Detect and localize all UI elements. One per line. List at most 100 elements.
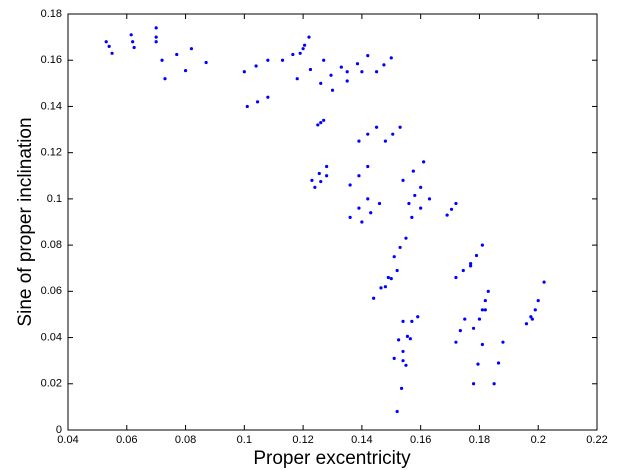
point bbox=[366, 54, 370, 58]
x-tick-label: 0.14 bbox=[351, 434, 372, 446]
point bbox=[408, 337, 412, 341]
point bbox=[401, 359, 405, 363]
point bbox=[308, 67, 313, 72]
point bbox=[471, 326, 476, 330]
point bbox=[104, 40, 108, 44]
point bbox=[374, 125, 379, 129]
point bbox=[411, 169, 415, 173]
x-tick-label: 0.12 bbox=[292, 434, 313, 446]
point bbox=[245, 104, 249, 109]
point bbox=[107, 44, 111, 48]
point bbox=[454, 275, 458, 280]
y-tick-label: 0.04 bbox=[41, 331, 62, 343]
y-axis-label: Sine of proper inclination bbox=[15, 117, 36, 326]
point bbox=[322, 58, 326, 62]
point bbox=[110, 51, 114, 55]
point bbox=[445, 213, 449, 217]
point bbox=[529, 315, 533, 319]
point bbox=[357, 139, 361, 143]
point bbox=[398, 125, 402, 129]
point bbox=[319, 179, 323, 184]
point bbox=[175, 52, 179, 57]
point bbox=[404, 363, 408, 367]
point bbox=[480, 243, 484, 247]
point bbox=[317, 171, 321, 176]
point bbox=[492, 382, 496, 386]
point bbox=[339, 65, 343, 69]
point bbox=[530, 317, 534, 321]
point bbox=[254, 64, 258, 68]
point bbox=[410, 215, 414, 219]
point bbox=[163, 77, 167, 81]
x-axis-label: Proper excentricity bbox=[253, 448, 411, 469]
point bbox=[280, 58, 285, 62]
point bbox=[533, 308, 537, 312]
point bbox=[405, 334, 410, 338]
point bbox=[454, 201, 458, 206]
point bbox=[325, 174, 329, 178]
point bbox=[399, 386, 404, 390]
point bbox=[255, 100, 260, 104]
point bbox=[501, 340, 505, 344]
point bbox=[154, 35, 158, 39]
point bbox=[383, 139, 387, 143]
x-tick-label: 0.08 bbox=[175, 434, 196, 446]
y-tick-label: 0 bbox=[56, 424, 62, 436]
point bbox=[189, 47, 194, 51]
point bbox=[345, 79, 349, 83]
x-tick-label: 0.22 bbox=[586, 434, 607, 446]
point bbox=[389, 277, 393, 281]
y-tick-label: 0.16 bbox=[41, 54, 62, 66]
point bbox=[422, 160, 426, 164]
point bbox=[471, 382, 476, 386]
point bbox=[377, 201, 382, 206]
point bbox=[160, 58, 164, 62]
point bbox=[316, 123, 320, 127]
point bbox=[486, 289, 490, 293]
point bbox=[419, 206, 423, 210]
point bbox=[307, 35, 311, 39]
point bbox=[383, 285, 387, 289]
point bbox=[183, 69, 188, 73]
point bbox=[389, 56, 393, 60]
point bbox=[266, 58, 270, 62]
point bbox=[480, 342, 484, 347]
point bbox=[413, 193, 417, 198]
y-tick-label: 0.02 bbox=[41, 378, 62, 390]
point bbox=[524, 322, 529, 326]
point bbox=[407, 201, 411, 206]
point bbox=[360, 220, 364, 224]
point bbox=[348, 215, 352, 219]
point bbox=[319, 81, 323, 85]
point bbox=[154, 40, 158, 44]
y-tick-label: 0.12 bbox=[41, 147, 62, 159]
x-tick-label: 0.16 bbox=[410, 434, 431, 446]
point bbox=[469, 264, 473, 268]
point bbox=[319, 121, 323, 125]
point bbox=[477, 317, 482, 321]
point bbox=[419, 185, 423, 189]
point bbox=[401, 178, 405, 182]
point bbox=[131, 40, 135, 44]
point bbox=[345, 70, 349, 74]
point bbox=[302, 43, 307, 47]
y-tick-label: 0.1 bbox=[47, 193, 62, 205]
y-tick-label: 0.14 bbox=[41, 100, 62, 112]
point bbox=[313, 185, 317, 189]
point bbox=[458, 329, 462, 333]
point bbox=[398, 245, 402, 250]
point bbox=[369, 211, 373, 215]
plot-frame bbox=[67, 13, 598, 431]
point bbox=[348, 183, 352, 187]
point bbox=[295, 77, 299, 81]
point bbox=[391, 132, 395, 136]
x-tick-label: 0.1 bbox=[237, 434, 252, 446]
point bbox=[310, 178, 314, 182]
point bbox=[366, 164, 370, 169]
point bbox=[242, 70, 246, 74]
point bbox=[404, 236, 408, 240]
point bbox=[322, 118, 326, 122]
point bbox=[325, 164, 329, 169]
point bbox=[395, 409, 399, 414]
